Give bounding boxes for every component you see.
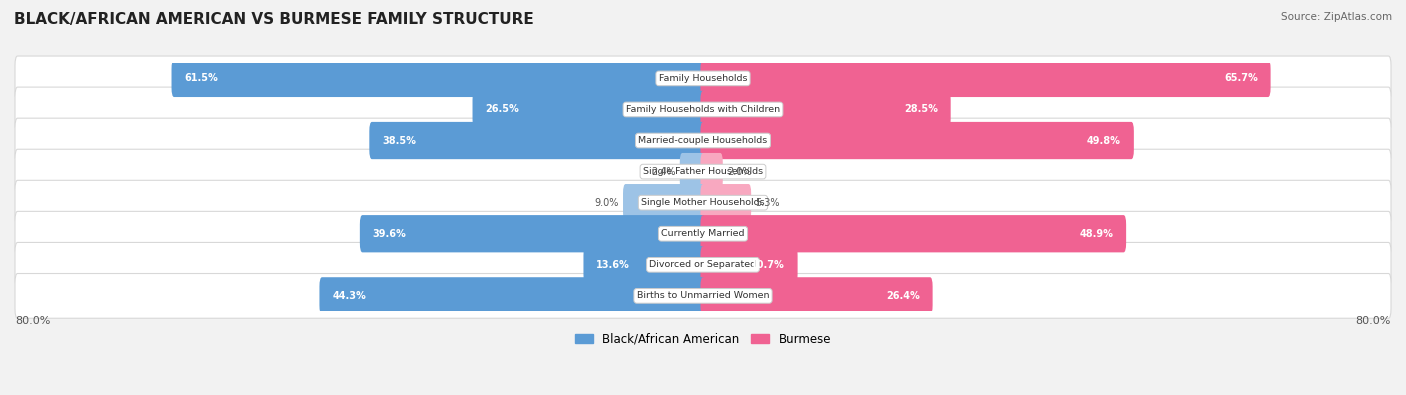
FancyBboxPatch shape <box>15 149 1391 194</box>
Text: 44.3%: 44.3% <box>332 291 366 301</box>
FancyBboxPatch shape <box>623 184 706 221</box>
Text: 49.8%: 49.8% <box>1087 135 1121 145</box>
Text: 38.5%: 38.5% <box>382 135 416 145</box>
Text: 26.4%: 26.4% <box>886 291 920 301</box>
Text: 2.0%: 2.0% <box>727 167 752 177</box>
FancyBboxPatch shape <box>15 211 1391 256</box>
Text: 80.0%: 80.0% <box>1355 316 1391 326</box>
Text: Single Father Households: Single Father Households <box>643 167 763 176</box>
FancyBboxPatch shape <box>15 273 1391 318</box>
FancyBboxPatch shape <box>700 184 751 221</box>
Text: Family Households: Family Households <box>659 74 747 83</box>
Text: Births to Unmarried Women: Births to Unmarried Women <box>637 292 769 300</box>
FancyBboxPatch shape <box>172 60 706 97</box>
Text: Divorced or Separated: Divorced or Separated <box>650 260 756 269</box>
Text: Family Households with Children: Family Households with Children <box>626 105 780 114</box>
FancyBboxPatch shape <box>700 60 1271 97</box>
FancyBboxPatch shape <box>700 122 1133 159</box>
Legend: Black/African American, Burmese: Black/African American, Burmese <box>571 328 835 350</box>
FancyBboxPatch shape <box>472 91 706 128</box>
FancyBboxPatch shape <box>700 246 797 284</box>
Text: 13.6%: 13.6% <box>596 260 630 270</box>
Text: Currently Married: Currently Married <box>661 229 745 238</box>
Text: 65.7%: 65.7% <box>1225 73 1258 83</box>
Text: 48.9%: 48.9% <box>1080 229 1114 239</box>
FancyBboxPatch shape <box>15 87 1391 132</box>
FancyBboxPatch shape <box>319 277 706 314</box>
Text: 10.7%: 10.7% <box>751 260 785 270</box>
FancyBboxPatch shape <box>370 122 706 159</box>
Text: 80.0%: 80.0% <box>15 316 51 326</box>
Text: 39.6%: 39.6% <box>373 229 406 239</box>
Text: Married-couple Households: Married-couple Households <box>638 136 768 145</box>
Text: 26.5%: 26.5% <box>485 104 519 115</box>
Text: 2.4%: 2.4% <box>651 167 675 177</box>
FancyBboxPatch shape <box>15 243 1391 287</box>
FancyBboxPatch shape <box>360 215 706 252</box>
FancyBboxPatch shape <box>700 215 1126 252</box>
Text: Single Mother Households: Single Mother Households <box>641 198 765 207</box>
FancyBboxPatch shape <box>700 153 723 190</box>
Text: 61.5%: 61.5% <box>184 73 218 83</box>
Text: 5.3%: 5.3% <box>755 198 780 208</box>
FancyBboxPatch shape <box>15 118 1391 163</box>
FancyBboxPatch shape <box>583 246 706 284</box>
FancyBboxPatch shape <box>679 153 706 190</box>
Text: 9.0%: 9.0% <box>595 198 619 208</box>
FancyBboxPatch shape <box>15 56 1391 101</box>
FancyBboxPatch shape <box>700 91 950 128</box>
Text: BLACK/AFRICAN AMERICAN VS BURMESE FAMILY STRUCTURE: BLACK/AFRICAN AMERICAN VS BURMESE FAMILY… <box>14 12 534 27</box>
FancyBboxPatch shape <box>700 277 932 314</box>
FancyBboxPatch shape <box>15 180 1391 225</box>
Text: 28.5%: 28.5% <box>904 104 938 115</box>
Text: Source: ZipAtlas.com: Source: ZipAtlas.com <box>1281 12 1392 22</box>
